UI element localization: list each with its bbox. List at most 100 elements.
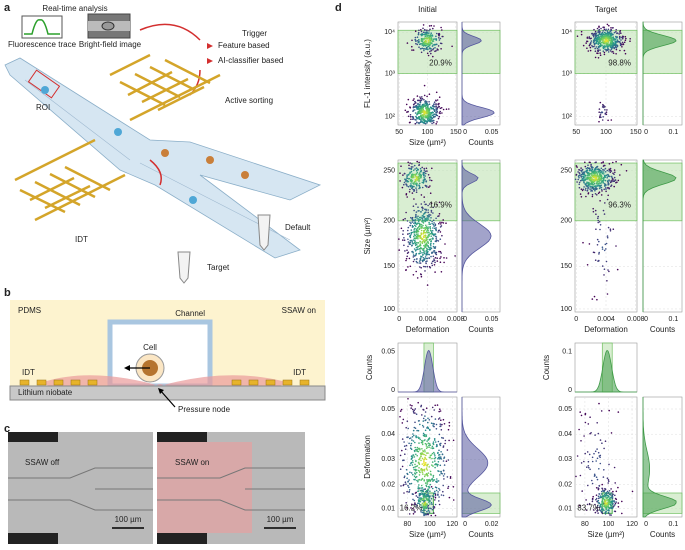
scatter-point: [448, 108, 450, 110]
scatter-point: [421, 39, 424, 41]
scatter-point: [610, 27, 612, 29]
scatter-point: [438, 33, 441, 36]
scatter-point: [594, 56, 597, 59]
scatter-point: [429, 43, 431, 45]
scatter-point: [428, 203, 431, 205]
scatter-point: [412, 169, 415, 172]
scatter-point: [421, 227, 423, 230]
scatter-point: [409, 464, 411, 467]
scatter-point: [604, 243, 607, 246]
count-tick-label: 0: [463, 521, 467, 528]
scatter-point: [603, 173, 605, 175]
scatter-point: [434, 223, 437, 226]
scatter-point: [422, 105, 424, 108]
scatter-point: [400, 408, 403, 411]
scatter-point: [418, 178, 420, 181]
scatter-point: [444, 442, 446, 445]
idt-label: IDT: [293, 368, 306, 377]
count-tick-label: 0: [463, 129, 467, 136]
scatter-point: [427, 492, 430, 494]
scatter-point: [430, 49, 433, 52]
scatter-point: [420, 236, 422, 239]
scatter-point: [420, 47, 422, 50]
scatter-point: [423, 120, 426, 123]
scatter-point: [580, 30, 583, 33]
scatter-point: [613, 169, 616, 171]
x-tick-label: 150: [450, 129, 462, 136]
scatter-point: [449, 477, 452, 479]
scatter-point: [443, 478, 445, 480]
y-tick-label: 10³: [385, 70, 396, 77]
scatter-point: [594, 450, 597, 453]
scatter-point: [431, 503, 433, 506]
scatter-point: [435, 49, 437, 52]
scatter-point: [586, 47, 588, 49]
scatter-point: [416, 114, 418, 116]
scatter-point: [418, 38, 420, 41]
scatter-point: [589, 188, 591, 190]
scatter-point: [424, 451, 426, 453]
scatter-point: [445, 222, 447, 224]
scatter-point: [423, 111, 425, 113]
scatter-point: [585, 195, 587, 198]
scatter-point: [409, 116, 412, 118]
idt-top: [109, 53, 221, 122]
scatter-point: [432, 243, 435, 245]
y-tick-label: 0.02: [381, 481, 395, 488]
scatter-point: [434, 466, 436, 469]
scatter-point: [606, 39, 608, 42]
scatter-point: [424, 100, 427, 102]
y-tick-label: 10²: [562, 114, 573, 121]
scatter-point: [575, 173, 578, 176]
y-tick-label: 0.05: [558, 406, 572, 413]
scatter-point: [598, 240, 600, 243]
scatter-point: [613, 510, 616, 513]
scatter-point: [580, 188, 583, 190]
scatter-point: [438, 503, 441, 506]
scatter-point: [423, 112, 426, 115]
scatter-point: [401, 438, 404, 440]
scatter-point: [419, 497, 422, 499]
scatter-point: [615, 53, 617, 55]
scatter-point: [409, 224, 412, 227]
scatter-point: [578, 181, 581, 184]
electrode: [8, 533, 58, 544]
scatter-point: [434, 47, 436, 49]
scatter-point: [598, 185, 601, 187]
scatter-point: [432, 474, 435, 477]
scatter-point: [432, 233, 435, 236]
scatter-point: [599, 43, 602, 46]
scatter-point: [598, 108, 601, 110]
scatter-point: [439, 221, 441, 224]
scatter-point: [591, 460, 594, 463]
scatter-point: [598, 28, 600, 31]
scatter-point: [604, 48, 606, 51]
scatter-point: [581, 173, 584, 175]
scatter-point: [601, 248, 604, 250]
scatter-point: [415, 469, 418, 471]
scatter-point: [431, 461, 434, 463]
scatter-point: [595, 460, 597, 462]
scatter-point: [413, 468, 416, 471]
scatter-point: [422, 498, 425, 501]
scatter-point: [606, 42, 609, 45]
scatter-point: [417, 401, 420, 404]
scatter-point: [418, 163, 421, 166]
scatter-point: [440, 223, 442, 225]
scatter-point: [426, 218, 429, 220]
scatter-point: [437, 480, 440, 482]
scatter-point: [421, 448, 423, 450]
scatter-point: [428, 38, 431, 41]
x-tick-label: 0.008: [627, 316, 645, 323]
scatter-point: [420, 194, 423, 196]
scatter-point: [430, 415, 433, 418]
scatter-point: [406, 42, 409, 44]
scatter-point: [418, 487, 421, 489]
substrate-label: Lithium niobate: [18, 388, 73, 397]
scatter-point: [576, 166, 578, 168]
scatter-point: [603, 31, 606, 34]
y-tick-label: 0.05: [381, 406, 395, 413]
scatter-point: [420, 504, 423, 506]
scatter-point: [594, 42, 596, 45]
scatter-point: [439, 425, 441, 428]
